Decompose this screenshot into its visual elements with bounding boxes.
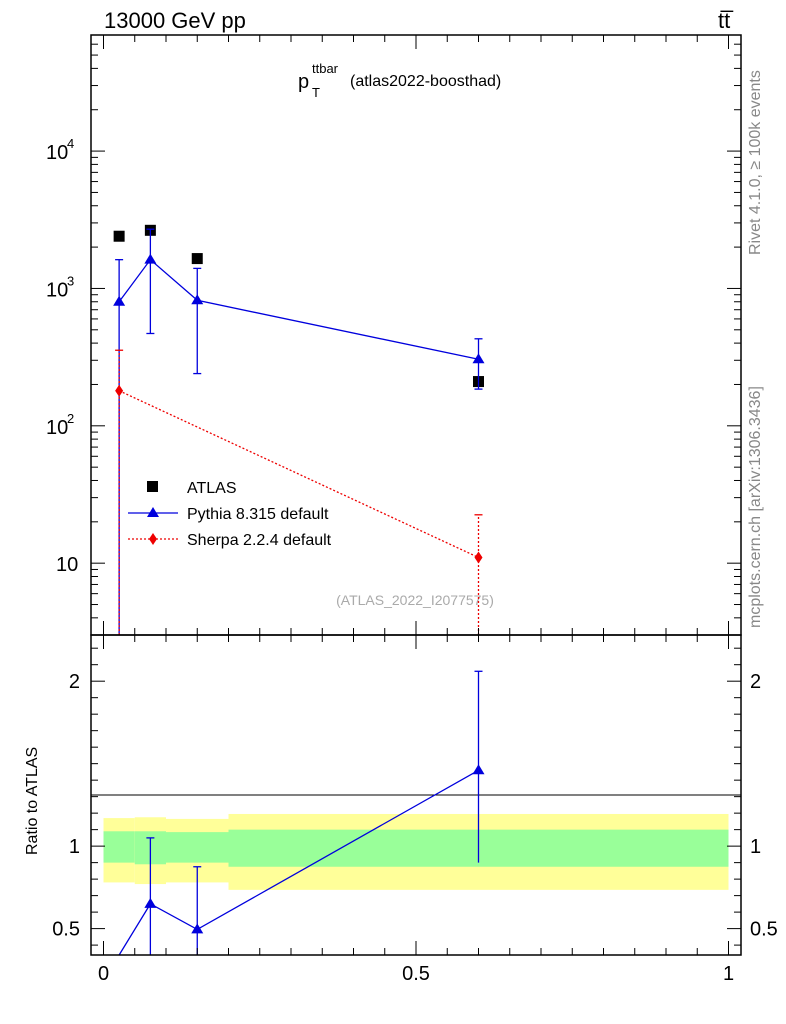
- ytick-label-top: 10: [56, 554, 78, 576]
- legend-sherpa-label: Sherpa 2.2.4 default: [187, 532, 332, 549]
- plot-title: p ttbar T (atlas2022-boosthad): [298, 61, 501, 100]
- ytick-label-exponent: 4: [67, 136, 74, 151]
- data-point-1-1: [144, 253, 157, 264]
- ytick-label-ratio-right: 2: [750, 671, 761, 693]
- title-subscript: T: [312, 85, 320, 100]
- ratio-ylabel: Ratio to ATLAS: [24, 747, 41, 855]
- ytick-label-top: 10: [46, 279, 68, 301]
- data-point-0-2: [191, 253, 203, 265]
- xtick-label: 0: [98, 963, 109, 985]
- legend-pythia-marker: [147, 507, 159, 517]
- data-point-1-3: [472, 353, 485, 364]
- ytick-label-ratio-left: 0.5: [52, 919, 80, 941]
- mcplots-label: mcplots.cern.ch [arXiv:1306.3436]: [747, 386, 764, 628]
- ytick-label-exponent: 3: [67, 273, 74, 288]
- data-point-0-0: [113, 230, 125, 242]
- legend-sherpa-marker: [149, 533, 157, 545]
- ratio-point-2: [191, 923, 204, 934]
- band-inner-0: [103, 831, 135, 863]
- ratio-point-1: [144, 897, 157, 908]
- ytick-label-top: 10: [46, 417, 68, 439]
- main-plot-data: [113, 224, 485, 635]
- ratio-line-0: [118, 769, 479, 956]
- data-point-1-0: [113, 295, 126, 306]
- band-inner-2: [166, 832, 229, 863]
- legend: ATLAS Pythia 8.315 default Sherpa 2.2.4 …: [128, 480, 332, 549]
- title-main: p: [298, 71, 309, 93]
- rivet-label: Rivet 4.1.0, ≥ 100k events: [747, 70, 764, 255]
- ytick-label-top: 10: [46, 142, 68, 164]
- ratio-point-3: [472, 764, 485, 775]
- analysis-watermark: (ATLAS_2022_I2077575): [336, 592, 494, 608]
- header-process: tt̅: [718, 8, 734, 33]
- series-line-1: [118, 258, 479, 360]
- title-rest: (atlas2022-boosthad): [350, 73, 501, 90]
- header-energy: 13000 GeV pp: [104, 8, 246, 33]
- legend-pythia-label: Pythia 8.315 default: [187, 506, 329, 523]
- ytick-label-ratio-left: 1: [69, 836, 80, 858]
- ytick-label-ratio-left: 2: [69, 671, 80, 693]
- xtick-label: 0.5: [402, 963, 430, 985]
- title-superscript: ttbar: [312, 61, 339, 76]
- data-point-2-1: [474, 551, 483, 564]
- data-point-1-2: [191, 294, 204, 305]
- ytick-label-exponent: 2: [67, 411, 74, 426]
- xtick-label: 1: [723, 963, 734, 985]
- ratio-plot-data: [118, 670, 485, 956]
- ytick-label-ratio-right: 1: [750, 836, 761, 858]
- legend-atlas-marker: [147, 481, 158, 492]
- ytick-label-ratio-right: 0.5: [750, 919, 778, 941]
- legend-atlas-label: ATLAS: [187, 480, 237, 497]
- data-point-2-0: [115, 384, 124, 397]
- axis-ticks: [91, 34, 741, 955]
